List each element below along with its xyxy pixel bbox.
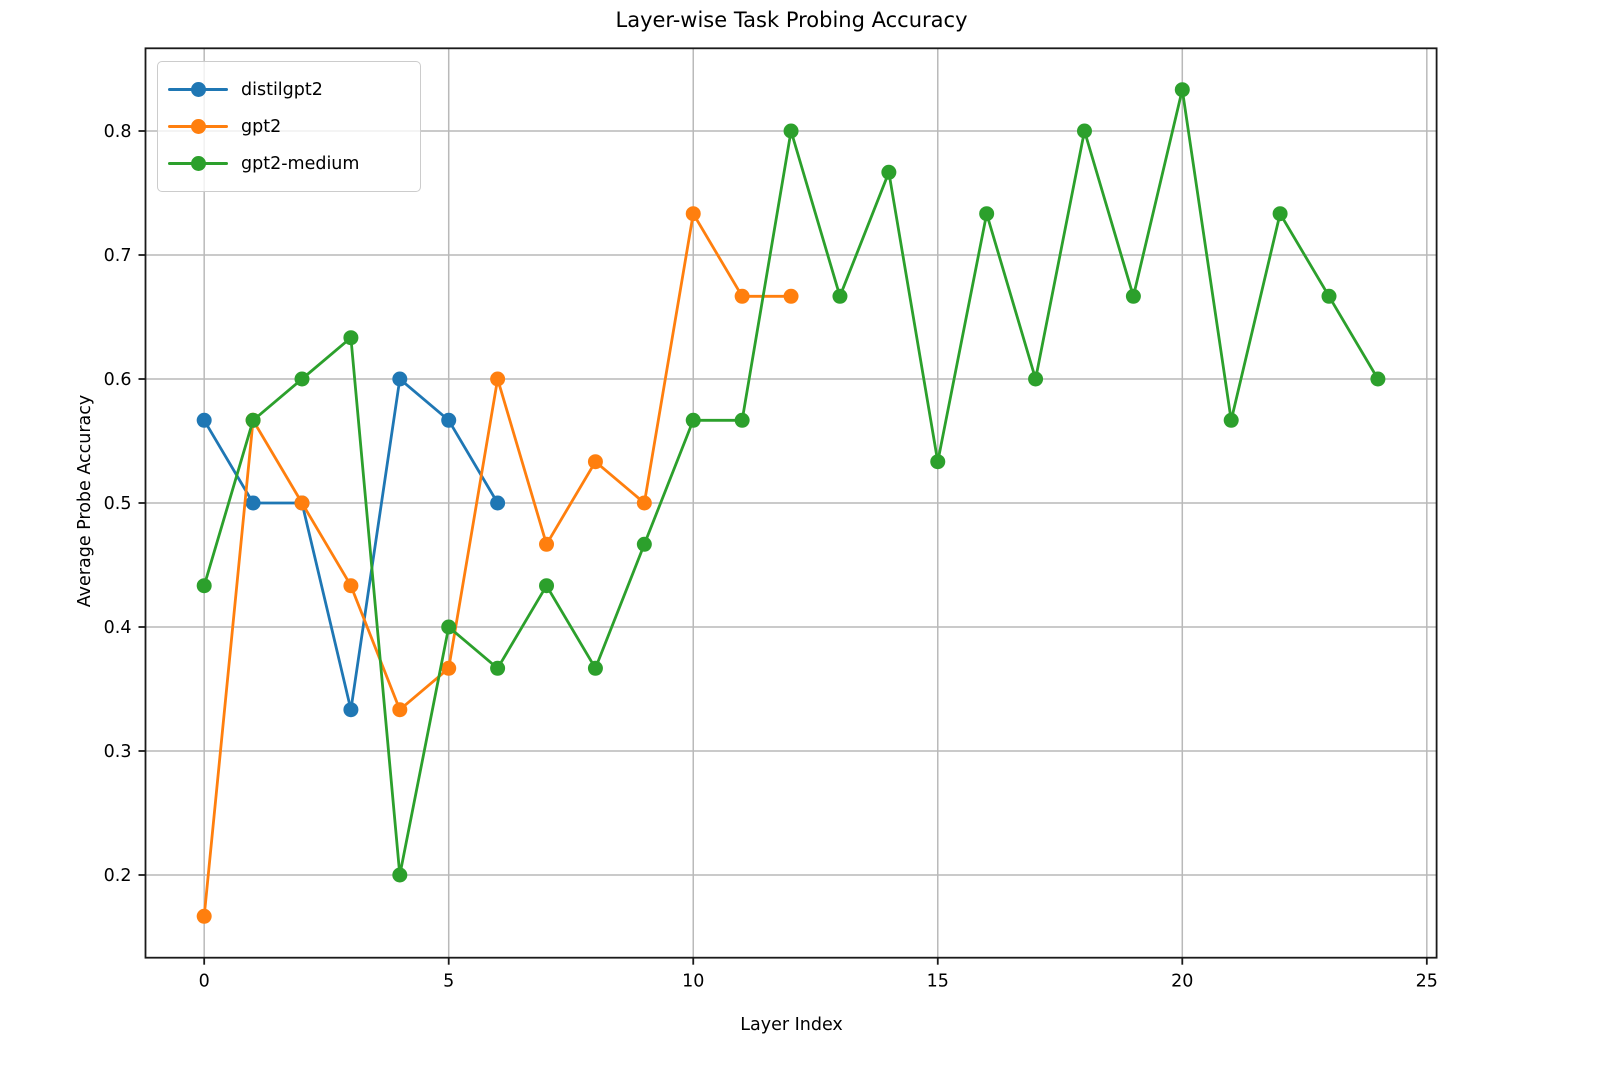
legend-label: gpt2: [241, 116, 282, 137]
legend-line-marker-icon: [168, 82, 228, 98]
data-point: [685, 206, 701, 222]
series-gpt2-medium: [196, 82, 1386, 883]
legend-item-gpt2-medium: gpt2-medium: [168, 145, 408, 182]
data-point: [783, 123, 799, 139]
data-point: [930, 454, 946, 470]
y-tick-label: 0.7: [104, 246, 132, 266]
data-point: [294, 371, 310, 387]
legend-line-marker-icon: [168, 156, 228, 172]
data-point: [245, 495, 261, 511]
y-axis-label: Average Probe Accuracy: [75, 394, 95, 608]
data-point: [783, 288, 799, 304]
data-point: [490, 660, 506, 676]
x-axis-label: Layer Index: [740, 1015, 843, 1035]
data-point: [1223, 412, 1239, 428]
data-point: [245, 412, 261, 428]
x-tick-label: 5: [443, 972, 454, 992]
x-tick-label: 10: [682, 972, 704, 992]
data-point: [392, 867, 408, 883]
y-tick-label: 0.5: [104, 494, 132, 514]
data-point: [832, 288, 848, 304]
data-point: [539, 536, 555, 552]
data-point: [343, 702, 359, 718]
data-point: [1076, 123, 1092, 139]
legend-item-gpt2: gpt2: [168, 108, 408, 145]
data-point: [196, 578, 212, 594]
series-line: [202, 377, 499, 712]
x-tick-label: 20: [1171, 972, 1193, 992]
data-point: [1272, 206, 1288, 222]
axis-ticks: 0 5 10 15 20 25 0.2 0.3 0.4 0.5 0.6 0.7 0.8: [104, 122, 1438, 992]
plot-border: [144, 47, 1438, 959]
data-point: [392, 371, 408, 387]
data-point: [685, 412, 701, 428]
legend-label: distilgpt2: [241, 79, 323, 100]
y-tick-label: 0.2: [104, 866, 132, 886]
y-tick-label: 0.8: [104, 122, 132, 142]
data-point: [587, 454, 603, 470]
data-point: [196, 412, 212, 428]
x-tick-label: 25: [1416, 972, 1438, 992]
data-point: [979, 206, 995, 222]
legend: distilgpt2 gpt2 gpt2-medium: [157, 61, 421, 192]
data-point: [196, 908, 212, 924]
data-point: [294, 495, 310, 511]
chart-title: Layer-wise Task Probing Accuracy: [615, 8, 968, 32]
y-tick-label: 0.3: [104, 742, 132, 762]
series-line: [202, 212, 792, 917]
data-point: [441, 619, 457, 635]
data-point: [636, 536, 652, 552]
legend-item-distilgpt2: distilgpt2: [168, 71, 408, 108]
data-point: [539, 578, 555, 594]
data-point: [1174, 82, 1190, 98]
data-point: [1370, 371, 1386, 387]
x-tick-label: 0: [199, 972, 210, 992]
legend-label: gpt2-medium: [241, 153, 360, 174]
data-point: [490, 371, 506, 387]
data-point: [587, 660, 603, 676]
data-point: [636, 495, 652, 511]
data-point: [490, 495, 506, 511]
series-gpt2: [196, 206, 799, 924]
x-tick-label: 15: [927, 972, 949, 992]
data-point: [1321, 288, 1337, 304]
data-point: [343, 330, 359, 346]
series-line: [202, 88, 1380, 877]
data-point: [392, 702, 408, 718]
y-tick-label: 0.4: [104, 618, 132, 638]
data-point: [441, 660, 457, 676]
data-point: [343, 578, 359, 594]
data-point: [1028, 371, 1044, 387]
y-tick-label: 0.6: [104, 370, 132, 390]
legend-line-marker-icon: [168, 119, 228, 135]
data-point: [881, 164, 897, 180]
series-distilgpt2: [196, 371, 506, 718]
data-point: [1125, 288, 1141, 304]
data-point: [734, 288, 750, 304]
data-point: [441, 412, 457, 428]
data-point: [734, 412, 750, 428]
